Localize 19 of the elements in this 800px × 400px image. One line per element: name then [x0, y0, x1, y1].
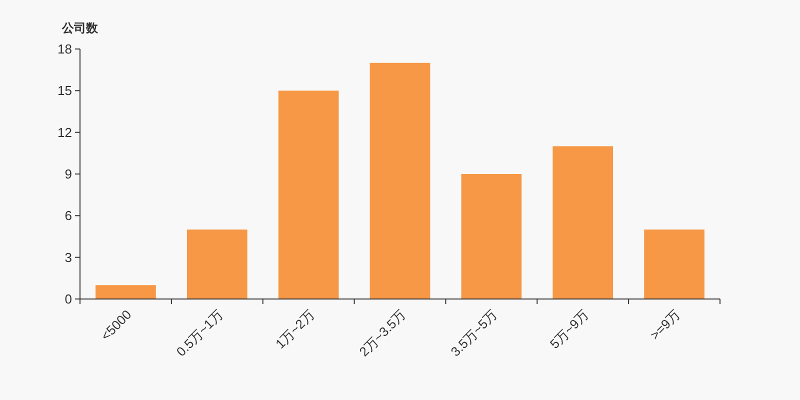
x-tick-label: 3.5万~5万	[448, 306, 500, 360]
bar	[278, 90, 339, 299]
x-tick-label: 1万~2万	[272, 306, 318, 352]
y-tick-label: 0	[64, 292, 72, 307]
y-tick-label: 15	[58, 83, 72, 98]
y-tick-label: 3	[64, 250, 72, 265]
bar	[461, 174, 522, 299]
y-tick-label: 6	[64, 208, 72, 224]
bar	[644, 230, 704, 299]
y-tick-label: 18	[58, 42, 72, 57]
y-axis-title: 公司数	[61, 21, 99, 35]
x-tick-label: 5万~9万	[546, 306, 592, 352]
bar	[186, 230, 248, 299]
bar	[96, 285, 156, 299]
x-tick-label: 0.5万~1万	[173, 306, 226, 360]
y-tick-label: 12	[58, 124, 72, 140]
y-tick-label: 9	[64, 166, 72, 182]
bar	[370, 62, 430, 299]
bar	[552, 146, 614, 299]
